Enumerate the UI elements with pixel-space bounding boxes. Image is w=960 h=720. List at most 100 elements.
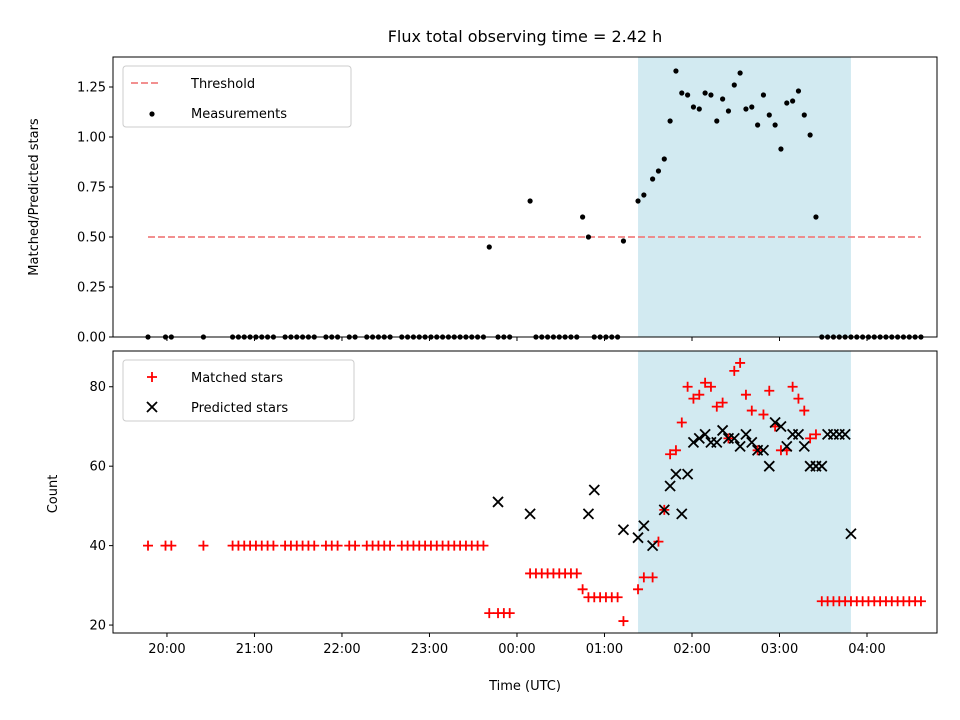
matched-star-point	[618, 616, 629, 627]
matched-star-point	[694, 389, 705, 400]
matched-star-point	[682, 381, 693, 392]
measurement-point	[743, 106, 749, 112]
matched-star-point	[915, 596, 926, 607]
predicted-star-point	[664, 480, 676, 492]
predicted-star-point	[728, 432, 740, 445]
measurement-point	[720, 96, 726, 102]
matched-star-point	[705, 381, 716, 392]
matched-star-point	[711, 401, 722, 412]
legend-marker	[146, 401, 158, 413]
predicted-star-point	[693, 432, 705, 445]
measurement-point	[650, 176, 656, 182]
matched-star-point	[793, 393, 804, 404]
predicted-star-point	[670, 468, 682, 480]
matched-star-point	[787, 381, 798, 392]
matched-star-point	[198, 540, 209, 551]
y-tick-label: 1.00	[77, 131, 106, 146]
y-tick-label: 40	[89, 539, 106, 554]
series-1	[492, 416, 857, 552]
matched-star-point	[268, 540, 279, 551]
matched-star-point	[764, 385, 775, 396]
measurement-point	[801, 112, 807, 118]
y-tick-label: 0.50	[77, 231, 106, 246]
predicted-star-point	[638, 520, 650, 532]
x-tick-label: 00:00	[498, 642, 535, 657]
legend-frame	[122, 65, 352, 128]
y-tick-label: 0.00	[77, 331, 106, 346]
legend-marker	[149, 111, 155, 117]
predicted-star-point	[734, 440, 746, 452]
measurement-point	[714, 118, 720, 124]
top-chart-title: Flux total observing time = 2.42 h	[388, 27, 663, 46]
predicted-star-point	[792, 428, 805, 441]
predicted-star-point	[769, 416, 781, 429]
matched-star-point	[504, 608, 515, 619]
matched-star-point	[670, 445, 681, 456]
predicted-star-point	[845, 528, 857, 540]
top-axes: 0.00 0.25 0.50 0.75 1.00 1.25 Threshold Measure…	[77, 56, 938, 346]
matched-star-point	[577, 584, 588, 595]
x-tick-label: 22:00	[323, 642, 360, 657]
matched-star-point	[166, 540, 177, 551]
x-tick-label: 01:00	[586, 642, 623, 657]
x-tick-label: 04:00	[848, 642, 885, 657]
legend-frame	[122, 359, 355, 422]
matched-star-point	[810, 429, 821, 440]
predicted-star-point	[699, 428, 711, 441]
y-tick-label: 0.75	[77, 181, 106, 196]
matched-star-point	[143, 540, 154, 551]
predicted-star-point	[740, 428, 752, 441]
legend-marker	[147, 372, 157, 382]
highlight-span	[638, 351, 851, 633]
matched-star-point	[385, 540, 396, 551]
legend-label: Threshold	[190, 77, 255, 92]
matched-star-point	[729, 365, 740, 376]
matched-star-point	[805, 433, 816, 444]
x-tick-label: 03:00	[761, 642, 798, 657]
legend: Threshold Measurements	[122, 65, 352, 128]
measurement-point	[673, 68, 679, 74]
matched-star-point	[638, 572, 649, 583]
y-tick-label: 0.25	[77, 281, 106, 296]
predicted-star-point	[646, 539, 659, 552]
measurement-point	[790, 98, 796, 104]
measurement-point	[772, 122, 778, 128]
measurement-point	[661, 156, 667, 162]
predicted-star-point	[763, 460, 775, 472]
matched-star-point	[740, 389, 751, 400]
legend-label: Measurements	[191, 107, 287, 122]
bottom-axes: 20 40 60 80 20:00 21:00 22:00 23:00 00:00 01:00 02…	[89, 350, 938, 657]
predicted-star-point	[632, 532, 644, 544]
x-tick-label: 20:00	[148, 642, 185, 657]
measurement-point	[527, 198, 533, 204]
measurement-point	[725, 108, 732, 114]
matched-star-point	[653, 536, 664, 547]
matched-star-point	[758, 409, 769, 420]
predicted-star-point	[658, 504, 670, 516]
matched-star-point	[799, 405, 810, 416]
matched-star-point	[647, 572, 658, 583]
axes-frame	[112, 56, 938, 338]
matched-star-point	[332, 540, 343, 551]
predicted-star-point	[775, 420, 787, 433]
bottom-chart-ylabel: Count	[46, 475, 61, 514]
predicted-star-point	[588, 484, 600, 496]
y-tick-label: 20	[89, 619, 106, 634]
predicted-star-point	[816, 460, 828, 472]
measurement-point	[731, 82, 737, 88]
measurement-point	[585, 234, 592, 240]
predicted-star-point	[676, 508, 688, 520]
y-tick-label: 60	[89, 460, 106, 475]
top-chart-ylabel: Matched/Predicted stars	[27, 118, 42, 276]
measurement-point	[702, 90, 708, 96]
measurement-point	[620, 238, 627, 244]
measurement-point	[679, 90, 685, 96]
matched-star-point	[484, 608, 495, 619]
predicted-star-point	[839, 428, 851, 441]
measurement-point	[760, 92, 767, 98]
measurement-point	[778, 146, 784, 152]
matched-star-point	[571, 568, 582, 579]
legend-label: Predicted stars	[191, 401, 288, 416]
measurement-point	[667, 118, 673, 124]
